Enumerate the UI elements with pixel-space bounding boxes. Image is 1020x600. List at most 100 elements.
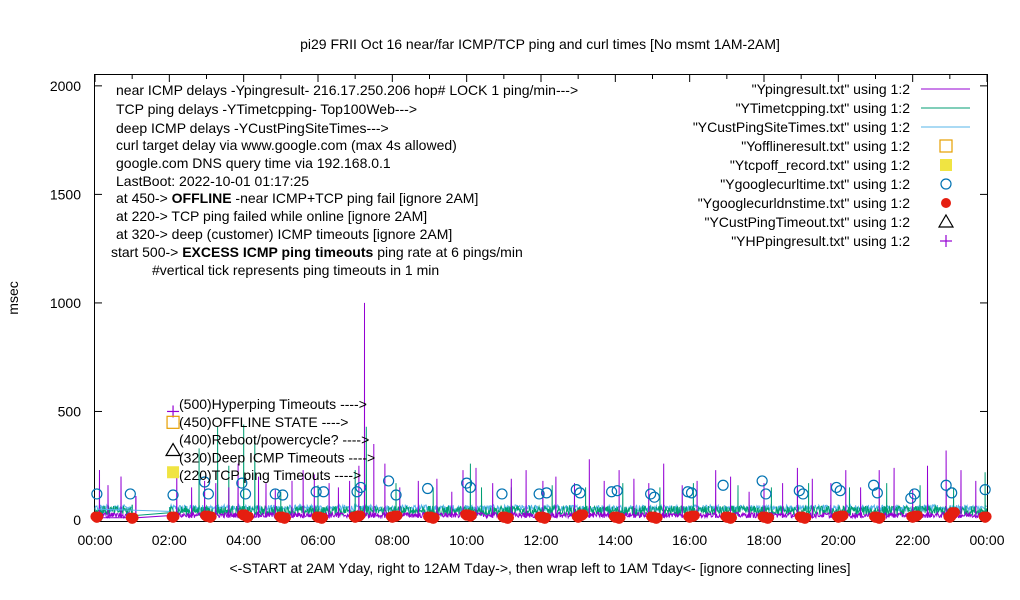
curl-time-point (946, 487, 958, 499)
curl-time-point (422, 482, 434, 495)
level-annotation-label: (500)Hyperping Timeouts ----> (179, 396, 367, 412)
info-line: #vertical tick represents ping timeouts … (152, 262, 439, 278)
curl-time-point (355, 481, 367, 494)
dns-time-point (689, 510, 700, 521)
curl-time-point (533, 488, 545, 500)
legend-label: "YCustPingSiteTimes.txt" using 1:2 (693, 119, 910, 135)
curl-time-point (269, 488, 281, 500)
curl-time-point (202, 488, 214, 500)
curl-time-point (756, 475, 768, 487)
dns-time-point (206, 511, 217, 522)
x-tick-label: 08:00 (375, 532, 410, 548)
level-annotation-label: (320)Deep ICMP Timeouts ----> (179, 449, 375, 465)
dns-time-point (764, 512, 775, 523)
info-line: start 500-> EXCESS ICMP ping timeouts pi… (111, 244, 523, 260)
info-line: LastBoot: 2022-10-01 01:17:25 (116, 173, 309, 189)
dns-time-point (801, 512, 812, 523)
curl-time-point (277, 489, 289, 501)
curl-time-point (830, 481, 843, 494)
level-annotation-label: (400)Reboot/powercycle? ----> (179, 432, 369, 448)
curl-time-point (124, 488, 136, 500)
y-tick-label: 0 (73, 512, 81, 528)
info-line: deep ICMP delays -YCustPingSiteTimes---> (116, 120, 389, 136)
curl-time-point (908, 488, 921, 500)
info-line: at 320-> deep (customer) ICMP timeouts [… (116, 226, 452, 242)
level-annotation-label: (220)TCP ping Timeouts ----> (179, 467, 361, 483)
legend-label: "Ygooglecurldnstime.txt" using 1:2 (698, 195, 910, 211)
info-line: near ICMP delays -Ypingresult- 216.17.25… (116, 82, 578, 98)
x-tick-label: 12:00 (523, 532, 558, 548)
legend-swatch (937, 213, 955, 228)
curl-time-point (239, 488, 252, 500)
dns-time-point (541, 512, 552, 523)
legend-label: "YTimetcpping.txt" using 1:2 (736, 100, 911, 116)
curl-time-point (611, 485, 623, 497)
curl-time-point (905, 492, 917, 504)
dns-time-point (355, 510, 366, 521)
info-line: at 450-> OFFLINE -near ICMP+TCP ping fai… (116, 190, 478, 206)
legend-swatch (939, 139, 953, 153)
legend-swatch (940, 178, 952, 190)
x-tick-label: 22:00 (895, 532, 930, 548)
x-tick-label: 20:00 (821, 532, 856, 548)
level-marker-filled-square (167, 466, 180, 479)
x-tick-label: 06:00 (300, 532, 335, 548)
info-line: TCP ping delays -YTimetcpping- Top100Web… (116, 101, 417, 117)
legend-label: "YCustPingTimeout.txt" using 1:2 (704, 214, 910, 230)
info-text: near ICMP delays -Ypingresult- 216.17.25… (111, 82, 578, 278)
x-tick-label: 02:00 (152, 532, 187, 548)
dns-time-point (392, 510, 403, 521)
curl-time-point (871, 487, 883, 499)
curl-time-point (574, 487, 586, 499)
curl-time-point (91, 488, 103, 500)
curl-time-point (351, 486, 363, 498)
x-axis-label: <-START at 2AM Yday, right to 12AM Tday-… (229, 560, 850, 576)
dns-time-point (169, 511, 180, 522)
x-tick-label: 04:00 (226, 532, 261, 548)
x-tick-label: 18:00 (746, 532, 781, 548)
curl-time-point (717, 479, 729, 491)
dns-time-point (243, 511, 254, 522)
curl-time-point (979, 484, 991, 496)
level-marker-open-triangle (165, 442, 182, 457)
legend-label: "Ytcpoff_record.txt" using 1:2 (730, 157, 910, 173)
legend-label: "YHPpingresult.txt" using 1:2 (731, 233, 910, 249)
curl-time-point (648, 491, 660, 503)
curl-time-point (797, 488, 809, 500)
info-line: google.com DNS query time via 192.168.0.… (116, 155, 391, 171)
legend-swatch (940, 159, 952, 171)
y-tick-label: 2000 (50, 78, 81, 94)
dns-time-point (281, 512, 292, 523)
curl-time-point (834, 485, 846, 497)
curl-time-point (793, 485, 805, 497)
legend-swatch (941, 198, 951, 208)
curl-time-point (606, 486, 618, 498)
dns-time-point (727, 512, 738, 523)
y-axis-label: msec (5, 281, 21, 314)
x-tick-label: 14:00 (598, 532, 633, 548)
level-annotations: (500)Hyperping Timeouts ----> (450)OFFLIN… (179, 396, 375, 483)
dns-time-point (652, 512, 663, 523)
curl-time-point (570, 484, 582, 496)
curl-time-point (310, 486, 322, 498)
curl-time-point (940, 479, 952, 491)
y-tick-label: 500 (58, 403, 82, 419)
dns-time-point (429, 512, 440, 523)
y-tick-label: 1500 (50, 186, 81, 202)
dns-time-point (466, 510, 477, 521)
legend-label: "Yofflineresult.txt" using 1:2 (741, 138, 910, 154)
curl-time-point (496, 488, 508, 500)
chart-title: pi29 FRII Oct 16 near/far ICMP/TCP ping … (300, 36, 780, 52)
level-annotation-label: (450)OFFLINE STATE ----> (179, 414, 348, 430)
curl-time-point (236, 477, 248, 489)
legend-label: "Ygooglecurltime.txt" using 1:2 (720, 176, 910, 192)
dns-time-point (128, 512, 139, 523)
dns-time-point (981, 511, 992, 522)
series-tcp-ping-line (94, 505, 133, 516)
series-connecting-line (96, 508, 170, 512)
dns-time-point (950, 507, 961, 518)
curl-time-point (167, 489, 179, 501)
dns-time-point (838, 510, 849, 521)
legend-label: "Ypingresult.txt" using 1:2 (752, 81, 911, 97)
